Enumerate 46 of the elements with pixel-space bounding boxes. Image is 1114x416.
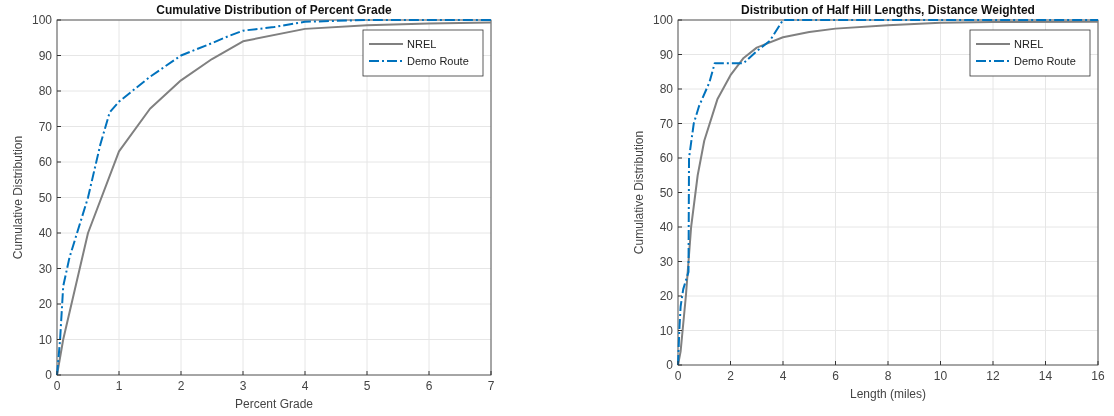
- x-tick-label: 4: [301, 379, 309, 393]
- chart-title: Distribution of Half Hill Lengths, Distance Weighted: [741, 3, 1035, 17]
- legend-label: NREL: [1014, 38, 1044, 50]
- x-tick-label: 7: [487, 379, 495, 393]
- y-tick-label: 40: [38, 226, 53, 240]
- y-tick-label: 100: [652, 13, 674, 27]
- legend-label: NREL: [407, 38, 437, 50]
- y-tick-label: 50: [38, 190, 53, 205]
- x-tick-label: 12: [986, 369, 1000, 383]
- y-tick-label: 40: [659, 220, 674, 234]
- y-tick-label: 80: [659, 82, 674, 96]
- y-tick-label: 0: [666, 358, 674, 372]
- x-tick-label: 6: [832, 369, 840, 383]
- y-tick-label: 20: [659, 289, 674, 303]
- legend-label: Demo Route: [407, 55, 469, 67]
- legend-label: Demo Route: [1014, 55, 1076, 67]
- x-tick-label: 2: [177, 379, 185, 393]
- y-tick-label: 60: [659, 151, 674, 165]
- y-tick-label: 60: [38, 155, 53, 169]
- y-tick-label: 100: [31, 13, 53, 27]
- y-tick-label: 90: [38, 48, 53, 63]
- x-tick-label: 10: [933, 369, 948, 383]
- x-tick-label: 1: [115, 379, 123, 393]
- x-tick-label: 16: [1091, 369, 1105, 383]
- y-tick-label: 10: [38, 332, 53, 347]
- x-tick-label: 3: [239, 379, 247, 393]
- chart-title: Cumulative Distribution of Percent Grade: [156, 3, 393, 17]
- x-tick-label: 14: [1038, 369, 1053, 383]
- x-tick-label: 8: [884, 369, 892, 383]
- y-tick-label: 30: [659, 254, 674, 269]
- x-tick-label: 2: [727, 369, 735, 383]
- y-tick-label: 50: [659, 185, 674, 200]
- y-tick-label: 80: [38, 84, 53, 98]
- y-axis-title: Cumulative Distribution: [632, 130, 646, 255]
- x-tick-label: 5: [363, 379, 371, 393]
- y-tick-label: 30: [38, 261, 53, 276]
- y-tick-label: 70: [659, 116, 674, 131]
- y-tick-label: 70: [38, 119, 53, 134]
- x-tick-label: 6: [425, 379, 433, 393]
- x-axis-title: Percent Grade: [234, 397, 314, 411]
- y-tick-label: 20: [38, 297, 53, 311]
- x-axis-title: Length (miles): [849, 387, 927, 401]
- y-tick-label: 10: [659, 323, 674, 338]
- x-tick-label: 4: [779, 369, 787, 383]
- y-tick-label: 90: [659, 47, 674, 62]
- y-axis-title: Cumulative Distribution: [11, 135, 25, 260]
